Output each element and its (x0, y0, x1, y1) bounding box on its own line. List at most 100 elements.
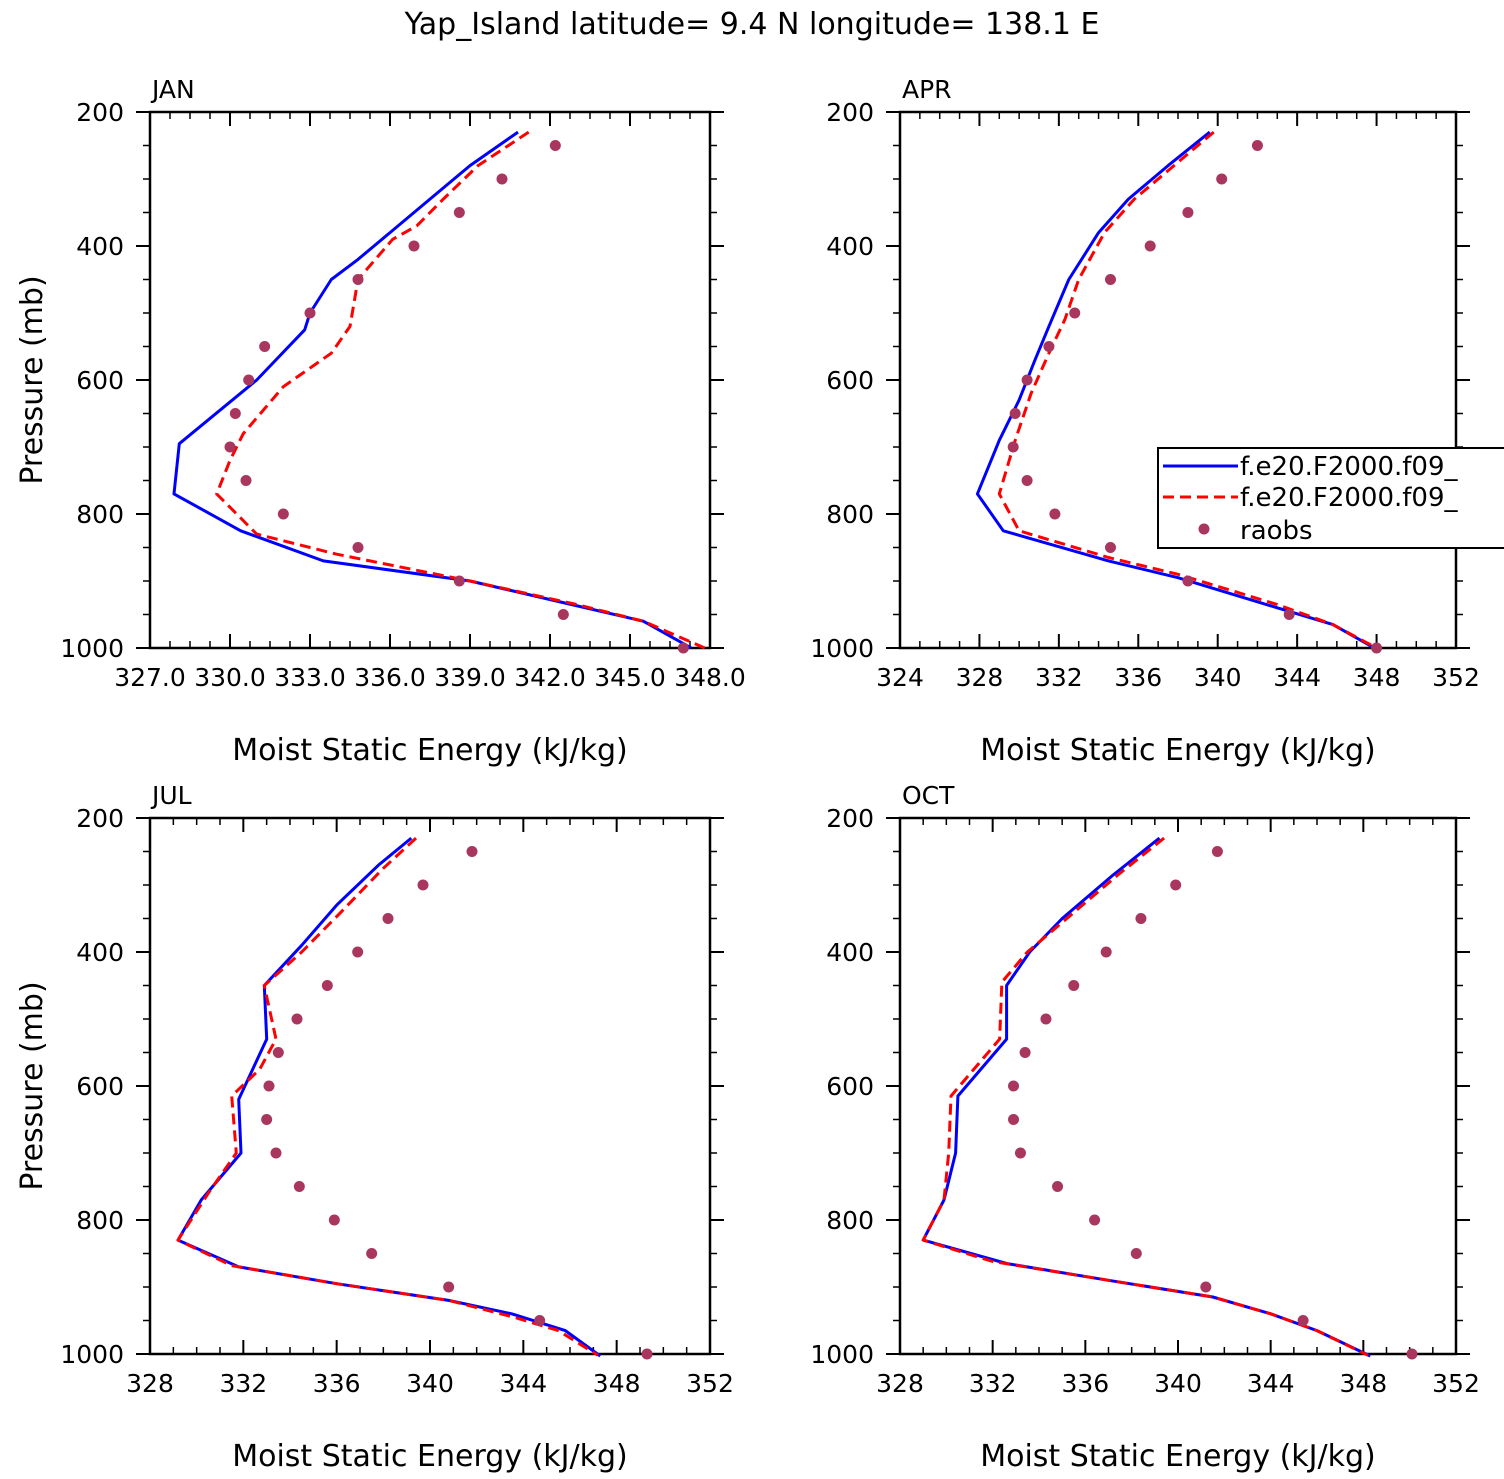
raobs-point (557, 609, 569, 620)
raobs-point (453, 575, 465, 587)
panel-apr: APR 324 328 332 336 340 344 348 352 200 400 600 800 1… (810, 75, 1479, 768)
raobs-point (1104, 274, 1116, 285)
raobs-point (263, 1080, 275, 1092)
raobs-point (549, 140, 561, 151)
raobs-point (1130, 1248, 1142, 1259)
x-tick-label: 332 (969, 1369, 1017, 1398)
raobs-point (453, 207, 465, 218)
raobs-point (408, 240, 420, 252)
panel-label: JAN (150, 75, 195, 104)
legend-label: f.e20.F2000.f09_ (1240, 483, 1458, 513)
y-tick-label: 600 (826, 1072, 874, 1101)
raobs-point (1040, 1013, 1052, 1025)
x-tick-label: 332 (1035, 663, 1083, 692)
y-tick-label: 600 (826, 366, 874, 395)
raobs-point (224, 441, 236, 453)
raobs-point (304, 307, 316, 319)
panel-label: APR (902, 75, 952, 104)
y-axis-title: Pressure (mb) (15, 981, 50, 1190)
raobs-point (1135, 913, 1147, 924)
y-tick-label: 800 (826, 1206, 874, 1235)
raobs-point (272, 1047, 284, 1058)
panel-oct: OCT 328 332 336 340 344 348 352 200 400 600 800 1000… (810, 781, 1479, 1474)
raobs-point (466, 846, 478, 857)
plot-frame (148, 110, 712, 650)
series-line-solid (975, 130, 1382, 653)
x-tick-label: 324 (876, 663, 924, 692)
raobs-point (1211, 846, 1223, 857)
plot-frame (898, 110, 1458, 650)
y-tick-label: 1000 (60, 634, 124, 663)
raobs-point (1043, 341, 1055, 352)
y-tick-label: 400 (76, 938, 124, 967)
y-tick-label: 800 (76, 1206, 124, 1235)
raobs-point (1014, 1147, 1026, 1159)
panel-jul: JUL 328 332 336 340 344 348 352 200 400 600 800 1000… (15, 781, 734, 1474)
series-line-dashed (215, 130, 706, 650)
x-tick-label: 342.0 (514, 663, 586, 692)
raobs-point (352, 542, 364, 553)
raobs-point (277, 508, 289, 520)
x-tick-label: 344 (1273, 663, 1321, 692)
raobs-point (443, 1281, 455, 1293)
raobs-point (1406, 1348, 1418, 1360)
raobs-point (259, 341, 271, 352)
x-tick-label: 348 (1353, 663, 1401, 692)
x-tick-label: 328 (956, 663, 1004, 692)
x-tick-label: 352 (1432, 663, 1480, 692)
legend-swatch-marker (1198, 523, 1210, 535)
series-line-solid (921, 836, 1371, 1358)
x-tick-label: 340 (1154, 1369, 1202, 1398)
raobs-point (328, 1214, 340, 1226)
raobs-point (352, 274, 364, 285)
y-tick-label: 200 (76, 98, 124, 127)
raobs-point (229, 408, 241, 419)
raobs-point (677, 642, 689, 654)
y-tick-label: 800 (76, 500, 124, 529)
x-tick-label: 336 (313, 1369, 361, 1398)
y-tick-label: 400 (76, 232, 124, 261)
y-tick-label: 1000 (810, 1340, 874, 1369)
raobs-point (417, 879, 429, 891)
y-tick-label: 600 (76, 1072, 124, 1101)
series-line-solid (176, 836, 602, 1358)
raobs-point (352, 946, 364, 958)
series-line-dashed (921, 836, 1369, 1357)
raobs-point (1049, 508, 1061, 520)
y-tick-label: 200 (76, 804, 124, 833)
y-tick-label: 200 (826, 98, 874, 127)
raobs-point (1008, 1080, 1020, 1092)
raobs-point (1100, 946, 1112, 958)
raobs-point (270, 1147, 282, 1159)
x-tick-label: 336 (1114, 663, 1162, 692)
raobs-point (382, 913, 394, 924)
raobs-point (1104, 542, 1116, 553)
x-tick-label: 340 (406, 1369, 454, 1398)
x-tick-label: 344 (1247, 1369, 1295, 1398)
y-tick-label: 400 (826, 938, 874, 967)
raobs-point (1089, 1214, 1101, 1226)
y-tick-label: 400 (826, 232, 874, 261)
figure-title: Yap_Island latitude= 9.4 N longitude= 13… (404, 7, 1100, 42)
raobs-point (1297, 1315, 1309, 1326)
raobs-point (1170, 879, 1182, 891)
raobs-point (1283, 609, 1295, 620)
raobs-point (641, 1348, 653, 1360)
raobs-point (1216, 173, 1228, 185)
raobs-point (1021, 374, 1033, 386)
x-tick-label: 348 (593, 1369, 641, 1398)
raobs-point (366, 1248, 378, 1259)
raobs-point (321, 980, 333, 991)
x-tick-label: 332 (219, 1369, 267, 1398)
x-tick-label: 339.0 (434, 663, 506, 692)
panel-jan: JAN 327.0 330.0 333.0 336.0 339.0 342.0 345.0 34… (15, 75, 746, 768)
y-axis-title: Pressure (mb) (15, 275, 50, 484)
y-tick-label: 600 (76, 366, 124, 395)
raobs-point (1052, 1181, 1064, 1192)
series-line-dashed (176, 836, 599, 1357)
x-tick-label: 352 (686, 1369, 734, 1398)
x-tick-label: 328 (126, 1369, 174, 1398)
x-tick-label: 348.0 (674, 663, 746, 692)
raobs-point (1009, 408, 1021, 419)
